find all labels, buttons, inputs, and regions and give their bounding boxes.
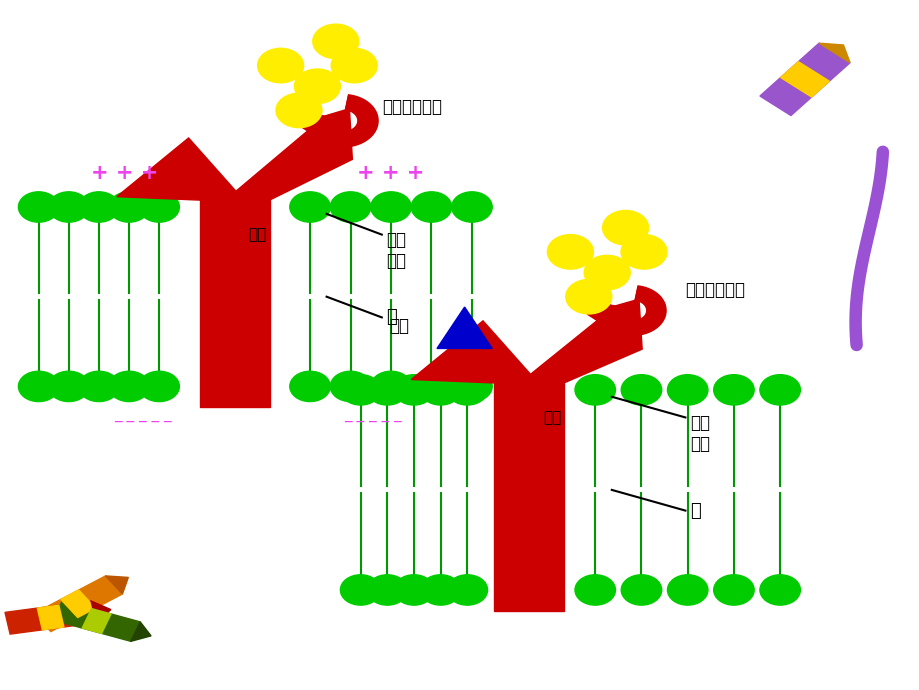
Polygon shape	[586, 286, 641, 349]
Text: + + +: + + +	[90, 163, 158, 182]
Circle shape	[294, 69, 340, 104]
Polygon shape	[91, 601, 110, 623]
Polygon shape	[5, 601, 96, 634]
Circle shape	[331, 48, 377, 83]
Polygon shape	[297, 95, 352, 159]
Circle shape	[289, 371, 330, 402]
Circle shape	[139, 192, 179, 222]
Text: 通道
蛋白: 通道 蛋白	[386, 231, 406, 270]
Circle shape	[574, 575, 615, 605]
Circle shape	[257, 48, 303, 83]
Circle shape	[667, 575, 708, 605]
Circle shape	[276, 93, 322, 128]
Polygon shape	[225, 124, 352, 200]
Polygon shape	[818, 43, 849, 63]
Circle shape	[759, 375, 800, 405]
Circle shape	[289, 192, 330, 222]
Circle shape	[393, 375, 434, 405]
Text: 膜: 膜	[386, 308, 397, 326]
Circle shape	[367, 575, 407, 605]
Circle shape	[330, 192, 370, 222]
Circle shape	[451, 371, 492, 402]
Circle shape	[620, 575, 661, 605]
Polygon shape	[519, 314, 641, 383]
Text: 阀门: 阀门	[248, 227, 267, 242]
Circle shape	[602, 210, 648, 245]
Circle shape	[451, 192, 492, 222]
Polygon shape	[780, 61, 828, 97]
Text: 配体: 配体	[389, 317, 409, 335]
Circle shape	[18, 192, 59, 222]
Circle shape	[370, 192, 411, 222]
Text: 被转运的分子: 被转运的分子	[381, 98, 441, 116]
Polygon shape	[34, 576, 122, 631]
Circle shape	[713, 375, 754, 405]
Polygon shape	[53, 601, 140, 641]
Circle shape	[547, 235, 593, 269]
Circle shape	[411, 192, 451, 222]
Circle shape	[620, 235, 666, 269]
Text: 阀门: 阀门	[542, 410, 561, 425]
Polygon shape	[130, 622, 151, 641]
Polygon shape	[61, 590, 96, 618]
Circle shape	[420, 575, 460, 605]
Text: 被转运的分子: 被转运的分子	[685, 281, 744, 299]
Circle shape	[393, 575, 434, 605]
Circle shape	[667, 375, 708, 405]
Circle shape	[713, 575, 754, 605]
Polygon shape	[411, 321, 538, 383]
Text: + + +: + + +	[357, 163, 425, 182]
Circle shape	[367, 375, 407, 405]
Polygon shape	[82, 609, 111, 633]
Polygon shape	[117, 138, 244, 200]
Circle shape	[139, 371, 179, 402]
Circle shape	[574, 375, 615, 405]
Circle shape	[49, 371, 89, 402]
Circle shape	[420, 375, 460, 405]
Text: _ _ _ _ _: _ _ _ _ _	[344, 406, 401, 422]
Circle shape	[584, 255, 630, 290]
Bar	[494, 383, 563, 611]
Circle shape	[370, 371, 411, 402]
Text: 膜: 膜	[689, 502, 700, 520]
Circle shape	[18, 371, 59, 402]
Circle shape	[447, 575, 487, 605]
Circle shape	[312, 24, 358, 59]
Polygon shape	[599, 286, 665, 335]
Circle shape	[340, 375, 380, 405]
Circle shape	[340, 575, 380, 605]
Circle shape	[759, 575, 800, 605]
Polygon shape	[38, 605, 63, 630]
Text: 通道
蛋白: 通道 蛋白	[689, 414, 709, 453]
Circle shape	[79, 192, 119, 222]
Circle shape	[108, 192, 149, 222]
Polygon shape	[106, 576, 128, 594]
Polygon shape	[308, 95, 378, 147]
Circle shape	[108, 371, 149, 402]
Circle shape	[79, 371, 119, 402]
Circle shape	[565, 279, 611, 314]
Text: _ _ _ _ _: _ _ _ _ _	[114, 406, 171, 422]
Circle shape	[49, 192, 89, 222]
Circle shape	[330, 371, 370, 402]
Polygon shape	[437, 307, 492, 348]
Circle shape	[620, 375, 661, 405]
Polygon shape	[759, 43, 849, 115]
Bar	[199, 200, 269, 407]
Circle shape	[411, 371, 451, 402]
Circle shape	[447, 375, 487, 405]
